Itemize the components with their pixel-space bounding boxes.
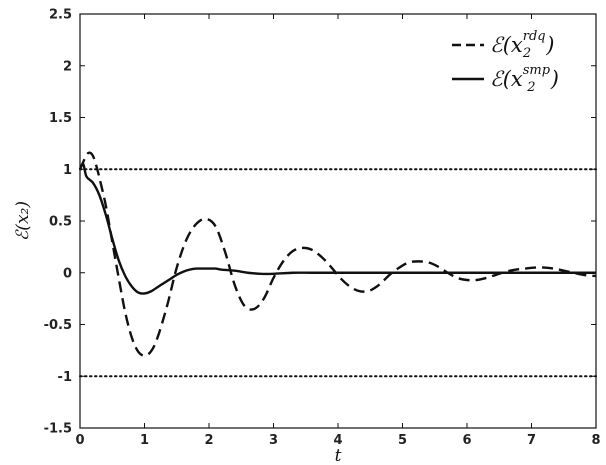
- x-tick-label: 8: [591, 433, 600, 448]
- x-tick-label: 5: [398, 433, 407, 448]
- y-tick-label: 0.5: [49, 215, 72, 230]
- x-tick-label: 7: [527, 433, 536, 448]
- y-tick-label: -0.5: [44, 318, 72, 333]
- legend: ℰ(xrdq 2)ℰ(xsmp 2): [452, 29, 559, 95]
- x-axis-label: t: [335, 446, 342, 465]
- x-tick-label: 4: [333, 433, 342, 448]
- series-line-0: [78, 151, 597, 357]
- x-tick-label: 3: [269, 433, 278, 448]
- reference-lines: [79, 168, 597, 378]
- series-line-1: [78, 162, 596, 295]
- y-tick-label: 1: [63, 163, 72, 178]
- x-axis-ticks: 0 1 2 3 4 5 6 7 8: [75, 14, 601, 448]
- y-axis-ticks: 2.5 2 1.5 1 0.5 0 -0.5 -1 -1.5: [44, 8, 596, 437]
- y-tick-label: -1.5: [44, 422, 72, 437]
- legend-label: ℰ(xrdq 2): [490, 29, 555, 61]
- y-tick-label: 2.5: [49, 8, 72, 23]
- y-axis-label: ℰ(x₂): [13, 201, 33, 241]
- y-tick-label: -1: [58, 370, 72, 385]
- x-tick-label: 1: [140, 433, 149, 448]
- x-tick-label: 2: [204, 433, 213, 448]
- x-tick-label: 0: [75, 433, 84, 448]
- y-tick-label: 0: [63, 266, 72, 281]
- y-tick-label: 1.5: [49, 111, 72, 126]
- y-tick-label: 2: [63, 59, 72, 74]
- series-layer: [78, 151, 597, 357]
- x-tick-label: 6: [462, 433, 471, 448]
- plot-area: [80, 14, 596, 428]
- legend-label: ℰ(xsmp 2): [490, 63, 559, 95]
